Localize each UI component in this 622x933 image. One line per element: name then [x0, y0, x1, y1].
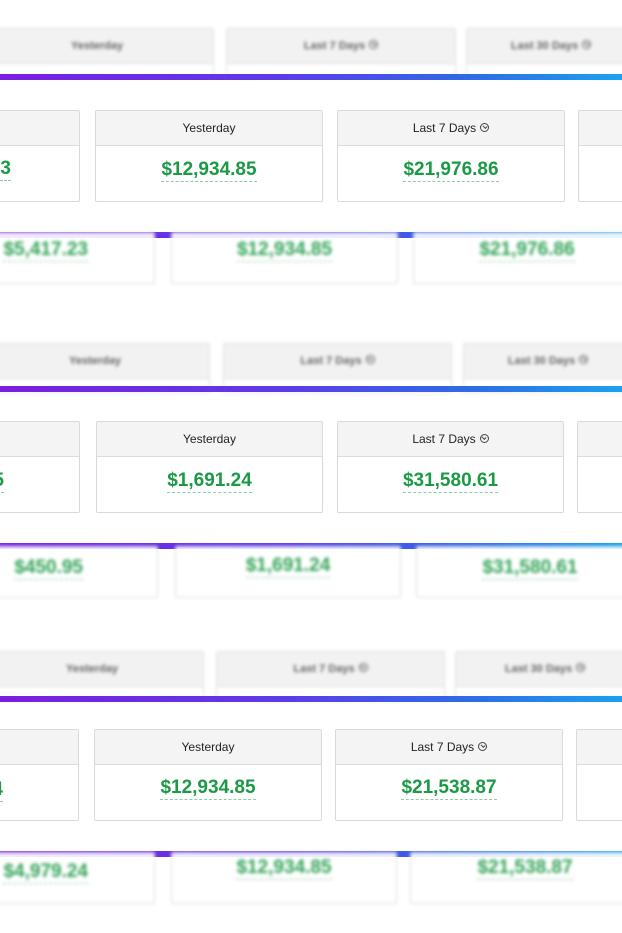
- card-label: Yesterday: [0, 344, 209, 379]
- card-yesterday-blurred: $12,934.85: [171, 232, 398, 284]
- card-last7: Last 7 Days $31,580.61: [337, 421, 564, 513]
- info-icon: [369, 40, 379, 49]
- card-partial-right: [576, 729, 622, 821]
- card-last7-blurred: Last 7 Days: [223, 343, 452, 393]
- card-last7-blurred: Last 7 Days: [216, 651, 445, 701]
- revenue-value: 4: [0, 779, 3, 802]
- card-label: Last 7 Days: [338, 111, 564, 146]
- card-yesterday: Yesterday $12,934.85: [94, 729, 322, 821]
- card-last7: Last 7 Days $21,538.87: [335, 729, 563, 821]
- card-partial-left: 5: [0, 421, 80, 513]
- card-label: Yesterday: [0, 652, 203, 687]
- card-label: Yesterday: [95, 730, 321, 765]
- blurred-header-strip: Yesterday Last 7 Days Last 30 Days: [0, 343, 622, 423]
- card-last7: Last 7 Days $21,976.86: [337, 110, 565, 202]
- blurred-header-strip: Yesterday Last 7 Days Last 30 Days: [0, 28, 622, 108]
- info-icon: [365, 355, 375, 364]
- info-icon: [479, 434, 489, 443]
- info-icon: [582, 40, 592, 49]
- card-yesterday-blurred: Yesterday: [0, 28, 214, 78]
- card-partial-left-blurred: $450.95: [0, 546, 158, 598]
- revenue-value: $5,417.23: [3, 239, 88, 262]
- card-partial-left: 3: [0, 110, 80, 202]
- card-label: Last 7 Days: [336, 730, 562, 765]
- revenue-value: $1,691.24: [245, 555, 331, 578]
- revenue-value: $21,976.86: [403, 159, 499, 182]
- info-icon: [576, 663, 586, 672]
- blurred-value-strip: $5,417.23 $12,934.85 $21,976.86: [0, 232, 622, 288]
- gradient-divider: [0, 386, 622, 392]
- card-last30-blurred: Last 30 Days: [466, 28, 622, 78]
- revenue-value: $4,979.24: [3, 861, 88, 884]
- card-yesterday-blurred: $1,691.24: [175, 546, 401, 598]
- card-label: Last 30 Days: [456, 652, 622, 687]
- card-label: Last 7 Days: [227, 29, 455, 64]
- card-label: Last 7 Days: [217, 652, 444, 687]
- card-label: Yesterday: [97, 422, 322, 457]
- info-icon: [358, 663, 368, 672]
- card-yesterday: Yesterday $12,934.85: [95, 110, 323, 202]
- revenue-value: $12,934.85: [236, 857, 332, 880]
- revenue-value: $31,580.61: [402, 470, 499, 493]
- card-last7-blurred: Last 7 Days: [226, 28, 456, 78]
- revenue-value: $12,934.85: [236, 239, 333, 262]
- revenue-value: $450.95: [14, 557, 83, 580]
- card-yesterday-blurred: Yesterday: [0, 343, 210, 393]
- card-label: Last 7 Days: [224, 344, 451, 379]
- revenue-value: $12,934.85: [160, 777, 256, 800]
- card-last30-blurred: Last 30 Days: [455, 651, 622, 701]
- card-label: Yesterday: [96, 111, 322, 146]
- card-label: Last 30 Days: [467, 29, 622, 64]
- card-label: Last 7 Days: [338, 422, 563, 457]
- info-icon: [579, 355, 589, 364]
- card-label: Last 30 Days: [464, 344, 622, 379]
- card-yesterday-blurred: Yesterday: [0, 651, 204, 701]
- card-yesterday: Yesterday $1,691.24: [96, 421, 323, 513]
- revenue-value: $21,538.87: [477, 857, 573, 880]
- card-last7-blurred: $21,538.87: [410, 852, 622, 904]
- gradient-divider: [0, 696, 622, 702]
- revenue-value: $21,538.87: [401, 777, 497, 800]
- card-partial-right: [578, 110, 622, 202]
- card-partial-left-blurred: $4,979.24: [0, 852, 155, 904]
- revenue-value: $12,934.85: [161, 159, 257, 182]
- card-last7-blurred: $21,976.86: [413, 232, 622, 284]
- revenue-value: 3: [0, 158, 11, 181]
- blurred-value-strip: $4,979.24 $12,934.85 $21,538.87: [0, 852, 622, 908]
- card-partial-right: [577, 421, 622, 513]
- info-icon: [480, 123, 490, 132]
- info-icon: [478, 742, 488, 751]
- gradient-divider: [0, 74, 622, 80]
- card-yesterday-blurred: $12,934.85: [171, 852, 397, 904]
- card-partial-left: 4: [0, 729, 79, 821]
- revenue-value: $31,580.61: [482, 557, 578, 580]
- revenue-value: $21,976.86: [479, 239, 575, 262]
- card-partial-left-blurred: $5,417.23: [0, 232, 155, 284]
- blurred-value-strip: $450.95 $1,691.24 $31,580.61: [0, 546, 622, 600]
- card-last30-blurred: Last 30 Days: [463, 343, 622, 393]
- card-last7-blurred: $31,580.61: [416, 546, 622, 598]
- blurred-header-strip: Yesterday Last 7 Days Last 30 Days: [0, 651, 622, 731]
- card-label: Yesterday: [0, 29, 213, 64]
- revenue-value: $1,691.24: [167, 470, 252, 493]
- revenue-value: 5: [0, 470, 4, 493]
